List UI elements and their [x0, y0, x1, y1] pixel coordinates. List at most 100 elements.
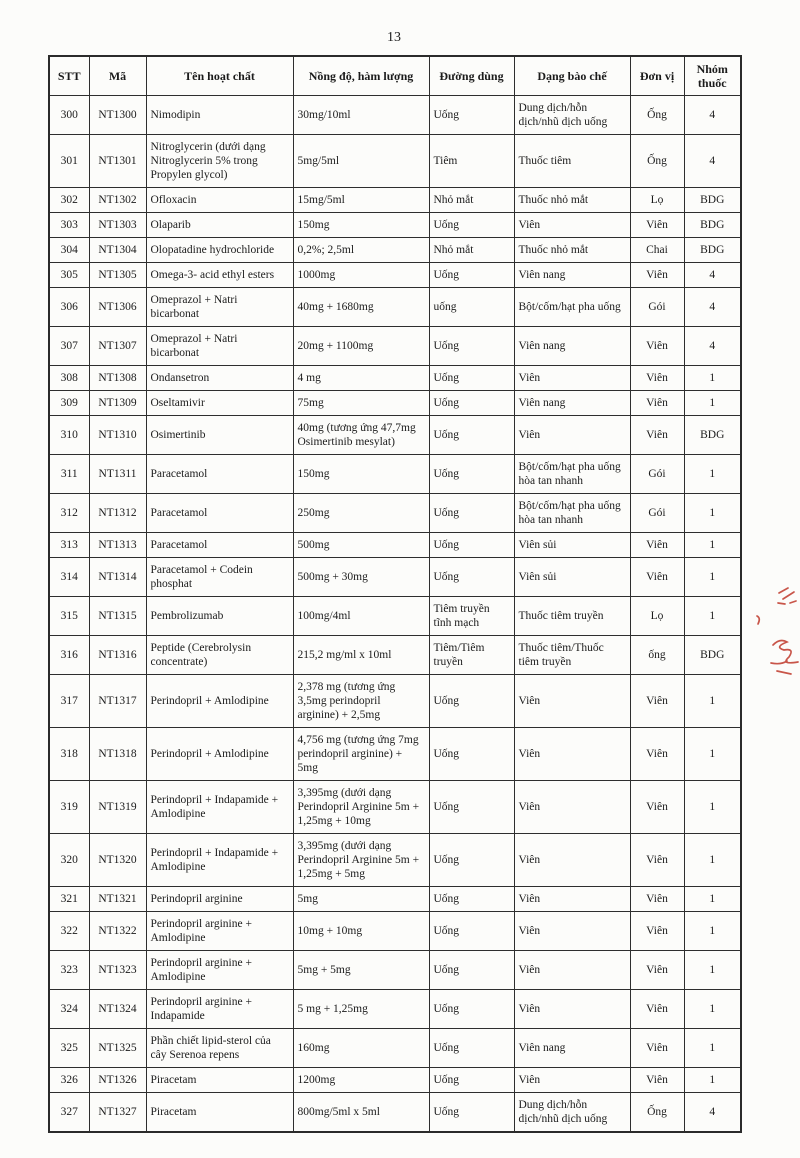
cell-stt: 301: [48, 134, 90, 188]
cell-don-vi: Lọ: [629, 187, 685, 213]
cell-ten-hoat-chat: Pembrolizumab: [145, 596, 294, 636]
cell-stt: 320: [48, 833, 90, 887]
cell-nong-do: 75mg: [292, 390, 430, 416]
cell-don-vi: Gói: [629, 287, 685, 327]
cell-duong-dung: Uống: [428, 886, 515, 912]
column-header-dang-bao-che: Dạng bào chế: [513, 55, 631, 96]
cell-stt: 307: [48, 326, 90, 366]
cell-nong-do: 40mg + 1680mg: [292, 287, 430, 327]
cell-nhom-thuoc: 1: [683, 557, 742, 597]
cell-ma: NT1319: [88, 780, 147, 834]
cell-ten-hoat-chat: Perindopril + Amlodipine: [145, 674, 294, 728]
cell-don-vi: Viên: [629, 532, 685, 558]
cell-ma: NT1309: [88, 390, 147, 416]
cell-ma: NT1303: [88, 212, 147, 238]
table-row: 301 NT1301 Nitroglycerin (dưới dạng Nitrog…: [48, 134, 742, 188]
cell-ma: NT1316: [88, 635, 147, 675]
cell-stt: 302: [48, 187, 90, 213]
cell-ma: NT1300: [88, 95, 147, 135]
table-row: 309 NT1309 Oseltamivir 75mg Uống Viên nang Viê…: [48, 390, 742, 416]
cell-dang-bao-che: Viên: [513, 365, 631, 391]
table-row: 313 NT1313 Paracetamol 500mg Uống Viên sủi Viê…: [48, 532, 742, 558]
table-row: 305 NT1305 Omega-3- acid ethyl esters 1000m…: [48, 262, 742, 288]
cell-nhom-thuoc: 1: [683, 950, 742, 990]
cell-ten-hoat-chat: Perindopril + Indapamide + Amlodipine: [145, 833, 294, 887]
cell-ma: NT1322: [88, 911, 147, 951]
cell-ma: NT1317: [88, 674, 147, 728]
cell-duong-dung: uống: [428, 287, 515, 327]
cell-dang-bao-che: Viên: [513, 727, 631, 781]
cell-nhom-thuoc: 1: [683, 911, 742, 951]
cell-nhom-thuoc: 1: [683, 674, 742, 728]
cell-duong-dung: Tiêm: [428, 134, 515, 188]
cell-dang-bao-che: Viên: [513, 886, 631, 912]
cell-dang-bao-che: Bột/cốm/hạt pha uống hòa tan nhanh: [513, 493, 631, 533]
cell-nong-do: 20mg + 1100mg: [292, 326, 430, 366]
cell-nhom-thuoc: BDG: [683, 237, 742, 263]
table-row: 321 NT1321 Perindopril arginine 5mg Uống Viên…: [48, 886, 742, 912]
cell-duong-dung: Uống: [428, 454, 515, 494]
cell-nong-do: 5 mg + 1,25mg: [292, 989, 430, 1029]
cell-ma: NT1308: [88, 365, 147, 391]
cell-nhom-thuoc: 4: [683, 262, 742, 288]
cell-nong-do: 4 mg: [292, 365, 430, 391]
cell-ten-hoat-chat: Paracetamol + Codein phosphat: [145, 557, 294, 597]
cell-dang-bao-che: Dung dịch/hỗn dịch/nhũ dịch uống: [513, 1092, 631, 1133]
table-row: 315 NT1315 Pembrolizumab 100mg/4ml Tiêm truy…: [48, 596, 742, 636]
cell-nong-do: 100mg/4ml: [292, 596, 430, 636]
cell-dang-bao-che: Viên: [513, 780, 631, 834]
cell-ma: NT1321: [88, 886, 147, 912]
table-body: 300 NT1300 Nimodipin 30mg/10ml Uống Dung dịch…: [48, 95, 742, 1133]
table-header: STT Mã Tên hoạt chất Nồng độ, hàm lượng Đườn…: [48, 55, 742, 96]
cell-nhom-thuoc: 1: [683, 886, 742, 912]
cell-dang-bao-che: Viên: [513, 950, 631, 990]
cell-ten-hoat-chat: Omeprazol + Natri bicarbonat: [145, 287, 294, 327]
cell-nong-do: 1000mg: [292, 262, 430, 288]
cell-nong-do: 150mg: [292, 212, 430, 238]
cell-ma: NT1307: [88, 326, 147, 366]
cell-ten-hoat-chat: Phần chiết lipid-sterol của cây Serenoa …: [145, 1028, 294, 1068]
cell-duong-dung: Uống: [428, 950, 515, 990]
cell-ma: NT1311: [88, 454, 147, 494]
cell-ten-hoat-chat: Olopatadine hydrochloride: [145, 237, 294, 263]
cell-nong-do: 5mg/5ml: [292, 134, 430, 188]
cell-dang-bao-che: Thuốc tiêm: [513, 134, 631, 188]
table-row: 316 NT1316 Peptide (Cerebrolysin concentra…: [48, 635, 742, 675]
cell-duong-dung: Uống: [428, 557, 515, 597]
cell-don-vi: ống: [629, 635, 685, 675]
cell-stt: 315: [48, 596, 90, 636]
cell-don-vi: Viên: [629, 365, 685, 391]
cell-stt: 310: [48, 415, 90, 455]
cell-ma: NT1324: [88, 989, 147, 1029]
cell-dang-bao-che: Viên nang: [513, 262, 631, 288]
cell-ten-hoat-chat: Olaparib: [145, 212, 294, 238]
cell-nhom-thuoc: 1: [683, 532, 742, 558]
cell-nong-do: 4,756 mg (tương ứng 7mg perindopril argi…: [292, 727, 430, 781]
table-row: 303 NT1303 Olaparib 150mg Uống Viên Viên BDG: [48, 212, 742, 238]
cell-dang-bao-che: Viên: [513, 833, 631, 887]
cell-ten-hoat-chat: Nitroglycerin (dưới dạng Nitroglycerin 5…: [145, 134, 294, 188]
cell-stt: 312: [48, 493, 90, 533]
cell-dang-bao-che: Dung dịch/hỗn dịch/nhũ dịch uống: [513, 95, 631, 135]
cell-duong-dung: Uống: [428, 1067, 515, 1093]
cell-nong-do: 5mg: [292, 886, 430, 912]
cell-stt: 324: [48, 989, 90, 1029]
cell-stt: 305: [48, 262, 90, 288]
table-row: 304 NT1304 Olopatadine hydrochloride 0,2%; …: [48, 237, 742, 263]
cell-nhom-thuoc: BDG: [683, 187, 742, 213]
cell-don-vi: Viên: [629, 212, 685, 238]
cell-nhom-thuoc: 4: [683, 326, 742, 366]
cell-nong-do: 800mg/5ml x 5ml: [292, 1092, 430, 1133]
cell-dang-bao-che: Viên: [513, 989, 631, 1029]
cell-dang-bao-che: Viên: [513, 674, 631, 728]
cell-dang-bao-che: Thuốc nhỏ mắt: [513, 237, 631, 263]
cell-nong-do: 10mg + 10mg: [292, 911, 430, 951]
drug-table: STT Mã Tên hoạt chất Nồng độ, hàm lượng Đườn…: [48, 55, 742, 1133]
cell-nhom-thuoc: 4: [683, 134, 742, 188]
cell-nong-do: 30mg/10ml: [292, 95, 430, 135]
cell-nong-do: 15mg/5ml: [292, 187, 430, 213]
cell-ma: NT1306: [88, 287, 147, 327]
cell-nong-do: 5mg + 5mg: [292, 950, 430, 990]
cell-nong-do: 500mg + 30mg: [292, 557, 430, 597]
cell-ma: NT1302: [88, 187, 147, 213]
